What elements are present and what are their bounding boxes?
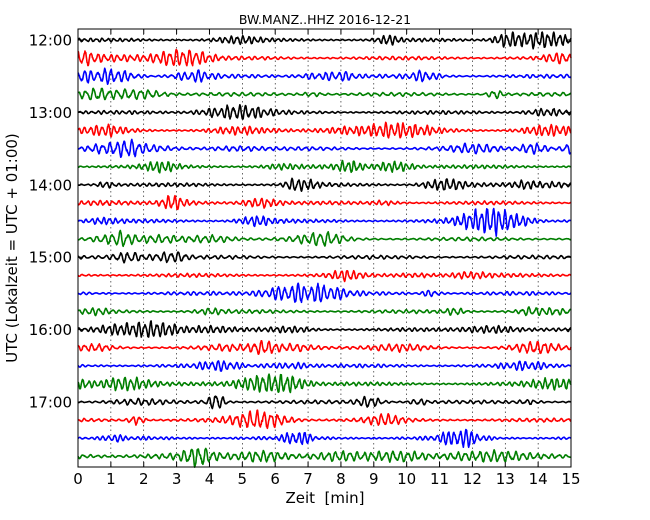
x-tick-label: 10 [397,470,416,488]
y-axis-label: UTC (Lokalzeit = UTC + 01:00) [3,133,21,363]
x-tick-label: 0 [73,470,83,488]
trace-row-11 [77,229,572,248]
trace-row-16 [77,320,572,338]
x-tick-label: 8 [336,470,346,488]
x-tick-label: 12 [463,470,482,488]
y-tick-label: 12:00 [29,32,72,50]
trace-row-7 [77,159,572,174]
x-tick-label: 7 [303,470,313,488]
x-tick-label: 15 [561,470,580,488]
x-tick-label: 3 [172,470,182,488]
trace-row-2 [77,67,572,85]
chart-title: BW.MANZ..HHZ 2016-12-21 [239,12,411,27]
x-tick-label: 4 [205,470,215,488]
x-axis-label: Zeit [min] [285,489,364,507]
trace-row-13 [77,269,572,283]
trace-row-0 [77,31,572,50]
x-tick-label: 5 [238,470,248,488]
trace-row-6 [77,138,572,159]
trace-row-8 [77,177,572,192]
trace-row-12 [77,251,572,264]
trace-row-20 [77,395,572,410]
x-tick-label: 1 [106,470,116,488]
trace-row-19 [77,373,572,394]
x-tick-label: 9 [369,470,379,488]
trace-layer [77,31,572,468]
trace-row-3 [77,87,572,101]
x-tick-label: 14 [529,470,548,488]
trace-row-1 [77,48,572,67]
x-tick-label: 11 [430,470,449,488]
trace-row-22 [77,428,572,449]
x-tick-label: 6 [270,470,280,488]
x-tick-label: 2 [139,470,149,488]
trace-row-21 [77,409,572,430]
grid-lines [110,29,539,467]
trace-row-14 [77,282,572,304]
plot-frame [77,28,572,468]
trace-row-18 [77,360,572,372]
y-tick-label: 13:00 [29,104,72,122]
trace-row-9 [77,194,572,211]
trace-row-23 [77,447,572,468]
trace-row-5 [77,121,572,139]
y-tick-label: 15:00 [29,249,72,267]
y-tick-label: 17:00 [29,394,72,412]
trace-row-17 [77,339,572,356]
trace-row-10 [77,207,572,237]
y-axis-ticks: 12:00 13:00 14:00 15:00 16:00 17:00 [29,32,571,412]
trace-row-15 [77,306,572,317]
y-tick-label: 14:00 [29,176,72,194]
x-tick-label: 13 [496,470,515,488]
trace-row-4 [77,103,572,120]
y-tick-label: 16:00 [29,321,72,339]
x-axis-ticks: 0 1 2 3 4 5 6 7 8 9 10 11 12 13 14 15 [73,29,581,488]
